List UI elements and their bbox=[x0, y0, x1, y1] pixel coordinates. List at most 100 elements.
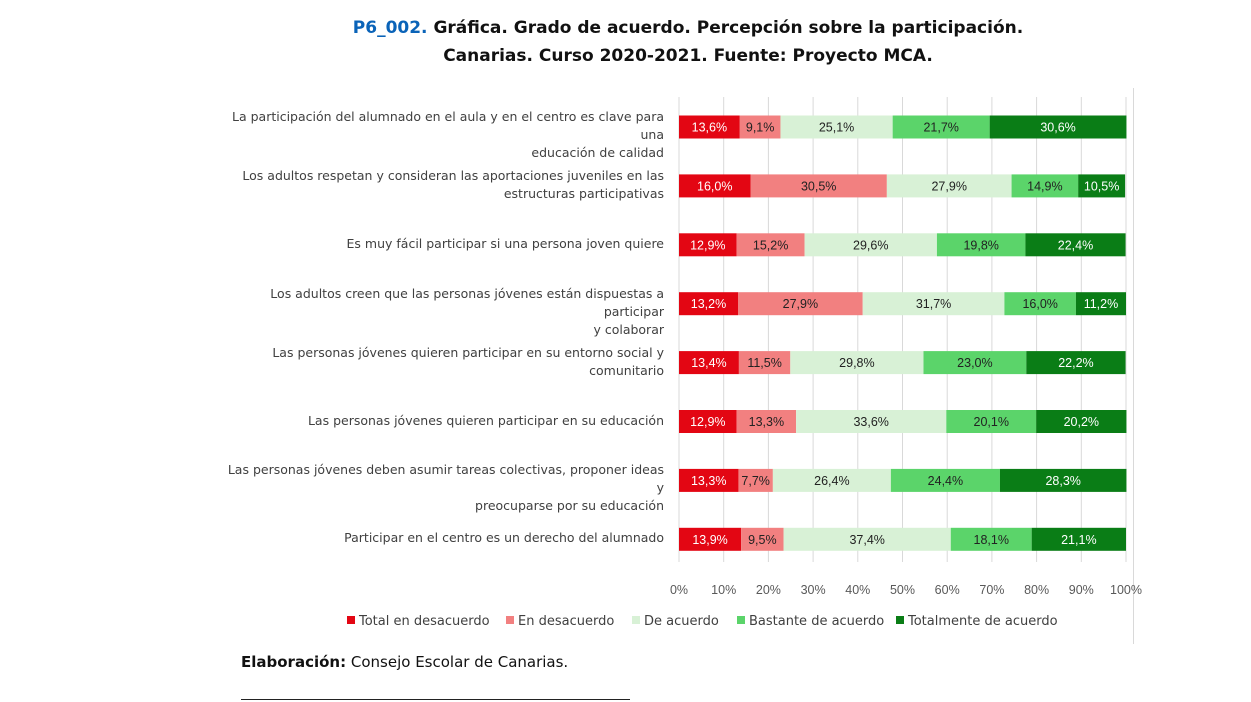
data-label: 13,3% bbox=[749, 415, 784, 429]
category-label: Los adultos respetan y consideran las ap… bbox=[224, 167, 664, 203]
x-tick-label: 50% bbox=[890, 583, 915, 597]
data-label: 13,3% bbox=[691, 474, 726, 488]
category-label-line: Las personas jóvenes quieren participar … bbox=[307, 412, 664, 428]
x-tick-label: 60% bbox=[935, 583, 960, 597]
data-label: 21,1% bbox=[1061, 533, 1096, 547]
category-label: La participación del alumnado en el aula… bbox=[224, 108, 664, 162]
legend-swatch bbox=[896, 616, 904, 624]
data-label: 20,2% bbox=[1064, 415, 1099, 429]
bar-segment bbox=[999, 468, 1127, 492]
bar-segment bbox=[892, 115, 990, 139]
bar-segment bbox=[1075, 292, 1126, 316]
x-tick-label: 0% bbox=[670, 583, 688, 597]
data-label: 24,4% bbox=[928, 474, 963, 488]
bar-segment bbox=[679, 410, 737, 433]
data-label: 7,7% bbox=[741, 474, 770, 488]
bar-segment bbox=[1026, 351, 1126, 375]
data-label: 13,4% bbox=[691, 356, 726, 370]
bar-segment bbox=[739, 115, 781, 139]
x-tick-label: 90% bbox=[1069, 583, 1094, 597]
footer-rule bbox=[241, 699, 630, 700]
bar-segment bbox=[1004, 292, 1076, 316]
bar-segment bbox=[1031, 527, 1126, 551]
bar-segment bbox=[679, 527, 742, 551]
data-label: 37,4% bbox=[849, 533, 884, 547]
data-label: 13,9% bbox=[692, 533, 727, 547]
legend-swatch bbox=[506, 616, 514, 624]
chart-title: P6_002. Gráfica. Grado de acuerdo. Perce… bbox=[0, 14, 1251, 70]
legend-swatch bbox=[737, 616, 745, 624]
bar-segment bbox=[679, 468, 739, 492]
bar-segment bbox=[946, 410, 1037, 433]
bar-segment bbox=[736, 233, 805, 257]
x-tick-label: 10% bbox=[711, 583, 736, 597]
bar-segment bbox=[783, 527, 951, 551]
data-label: 26,4% bbox=[814, 474, 849, 488]
bar-segment bbox=[780, 115, 893, 139]
legend-label: En desacuerdo bbox=[518, 614, 614, 629]
data-label: 31,7% bbox=[916, 297, 951, 311]
category-label-line: Las personas jóvenes quieren participar … bbox=[272, 344, 664, 360]
category-label: Es muy fácil participar si una persona j… bbox=[224, 235, 664, 253]
category-label-line: Los adultos respetan y consideran las ap… bbox=[242, 167, 664, 183]
category-label-line: Es muy fácil participar si una persona j… bbox=[346, 235, 664, 251]
category-label: Las personas jóvenes quieren participar … bbox=[224, 344, 664, 380]
bar-segment bbox=[738, 351, 791, 375]
data-label: 27,9% bbox=[783, 297, 818, 311]
figure-code: P6_002. bbox=[352, 18, 428, 38]
bar-segment bbox=[679, 351, 739, 375]
data-label: 15,2% bbox=[753, 238, 788, 252]
data-label: 23,0% bbox=[957, 356, 992, 370]
bar-segment bbox=[796, 410, 947, 433]
category-label: Los adultos creen que las personas jóven… bbox=[224, 285, 664, 339]
x-tick-label: 20% bbox=[756, 583, 781, 597]
chart-frame-edge bbox=[1133, 88, 1134, 644]
data-label: 33,6% bbox=[853, 415, 888, 429]
footer-credit: Elaboración: Consejo Escolar de Canarias… bbox=[241, 653, 568, 671]
legend-swatch bbox=[632, 616, 640, 624]
data-label: 29,8% bbox=[839, 356, 874, 370]
legend-swatch bbox=[347, 616, 355, 624]
category-label-line: Participar en el centro es un derecho de… bbox=[344, 530, 664, 546]
bar-segment bbox=[1078, 174, 1126, 198]
bar-segment bbox=[736, 410, 797, 433]
title-text-1: Gráfica. Grado de acuerdo. Percepción so… bbox=[433, 18, 1024, 38]
data-label: 16,0% bbox=[697, 179, 732, 193]
bar-segment bbox=[679, 174, 751, 198]
data-label: 19,8% bbox=[963, 238, 998, 252]
legend-label: Bastante de acuerdo bbox=[749, 614, 884, 629]
data-label: 30,5% bbox=[801, 179, 836, 193]
bar-segment bbox=[790, 351, 924, 375]
data-label: 27,9% bbox=[931, 179, 966, 193]
bar-segment bbox=[750, 174, 887, 198]
category-label-line: Los adultos creen que las personas jóven… bbox=[270, 285, 664, 319]
data-label: 11,5% bbox=[747, 356, 782, 370]
legend-label: De acuerdo bbox=[644, 614, 719, 629]
bar-segment bbox=[923, 351, 1027, 375]
data-label: 9,5% bbox=[748, 533, 777, 547]
bar-segment bbox=[738, 292, 863, 316]
bar-segment bbox=[679, 292, 739, 316]
data-label: 11,2% bbox=[1084, 297, 1119, 311]
x-tick-label: 80% bbox=[1024, 583, 1049, 597]
data-label: 14,9% bbox=[1027, 179, 1062, 193]
x-tick-label: 70% bbox=[979, 583, 1004, 597]
data-label: 29,6% bbox=[853, 238, 888, 252]
bar-segment bbox=[1036, 410, 1127, 433]
category-label-line: y colaborar bbox=[593, 321, 664, 337]
data-label: 13,6% bbox=[692, 121, 727, 135]
data-label: 22,2% bbox=[1058, 356, 1093, 370]
category-label: Las personas jóvenes deben asumir tareas… bbox=[224, 461, 664, 515]
bar-segment bbox=[886, 174, 1012, 198]
footer-text: Consejo Escolar de Canarias. bbox=[350, 653, 569, 671]
footer-label: Elaboración: bbox=[241, 653, 347, 671]
bar-segment bbox=[890, 468, 1000, 492]
data-label: 28,3% bbox=[1045, 474, 1080, 488]
data-label: 25,1% bbox=[819, 121, 854, 135]
bar-segment bbox=[679, 115, 740, 139]
bar-segment bbox=[738, 468, 773, 492]
title-line-1: P6_002. Gráfica. Grado de acuerdo. Perce… bbox=[0, 14, 1251, 42]
category-label-line: preocuparse por su educación bbox=[475, 498, 664, 514]
bar-segment bbox=[1025, 233, 1126, 257]
